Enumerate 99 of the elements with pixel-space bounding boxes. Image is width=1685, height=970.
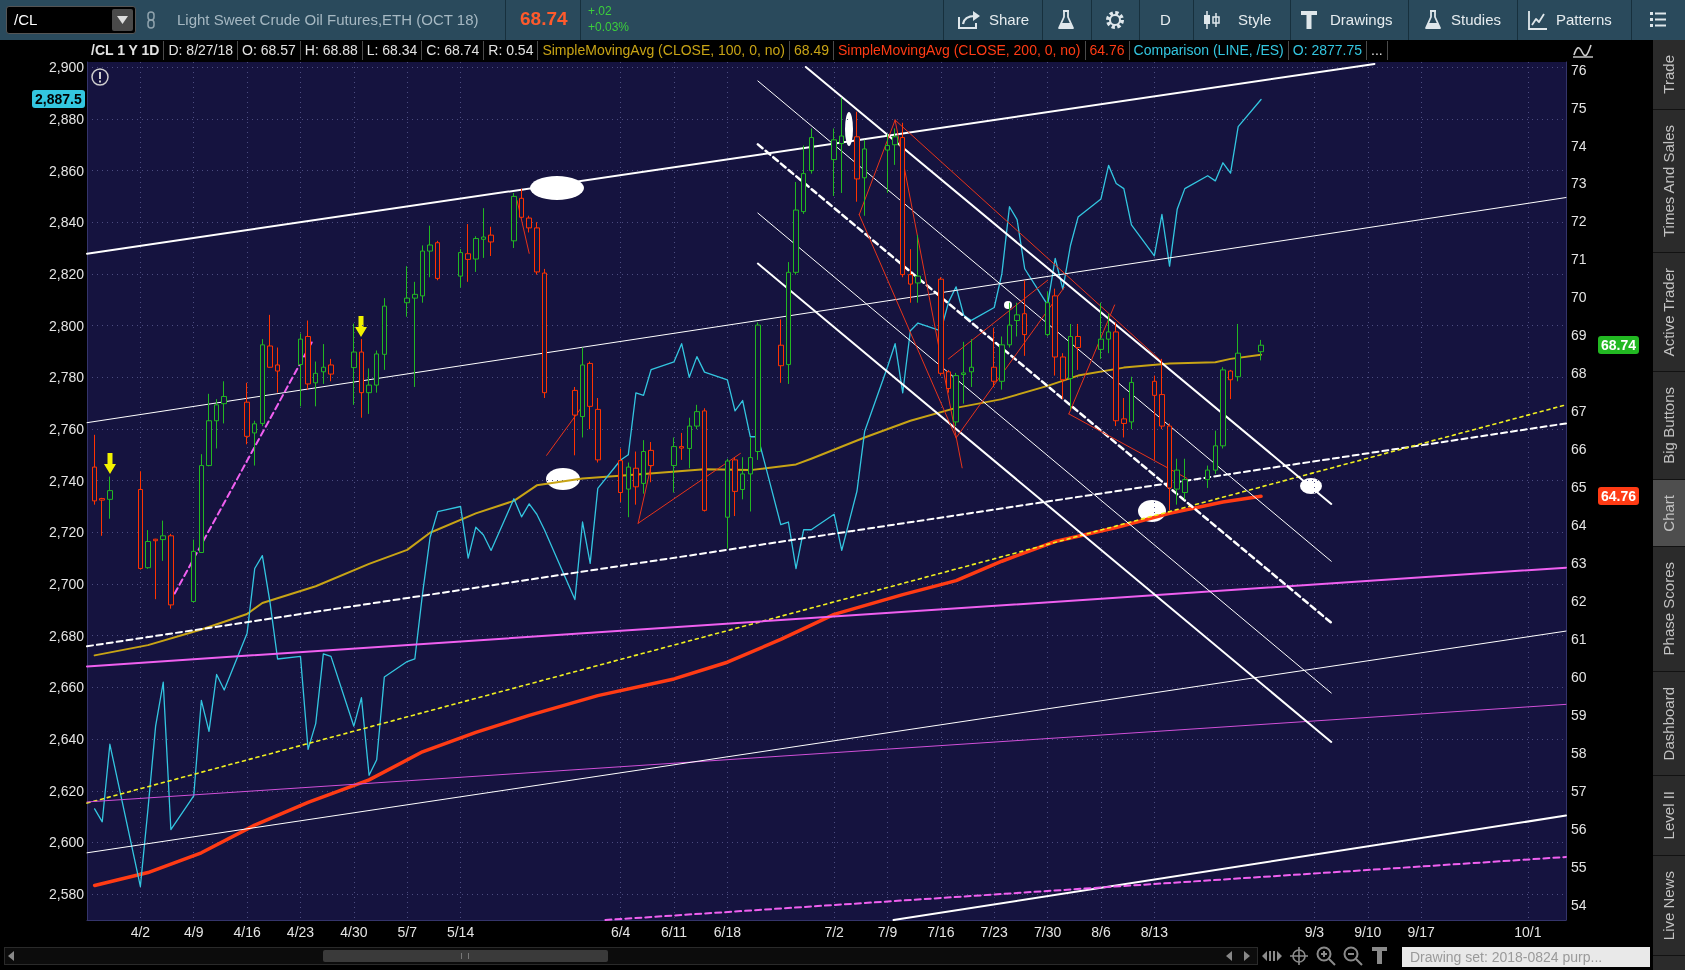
y-tick-label: 70 [1571,289,1587,306]
y-tick-label: 75 [1571,99,1587,116]
y-tick-label: 67 [1571,403,1587,420]
y-tick-label: 69 [1571,327,1587,344]
y-tick-label: 66 [1571,441,1587,458]
text: 68.74 [1598,336,1640,355]
x-tick-label: 4/9 [184,924,204,940]
x-tick-label: 7/16 [927,924,955,940]
text: Phase Scores [1660,562,1678,656]
x-tick-label: 9/10 [1354,924,1382,940]
x-tick-label: 7/23 [980,924,1009,940]
text: Share [989,11,1030,29]
y-tick-label: 68 [1571,365,1587,382]
y2-tick-label: 2,660 [48,679,85,696]
text: /CL [14,11,38,29]
text: +0.03% [588,19,630,35]
text: Big Buttons [1660,387,1678,464]
text: Chart [1660,494,1678,532]
text: Trade [1660,55,1678,94]
y2-tick-label: 2,600 [48,834,85,851]
text: /CL 1 Y 1D [87,41,165,60]
text: SimpleMovingAvg (CLOSE, 100, 0, no) [538,41,790,60]
text: 64.76 [1085,41,1130,60]
text: Comparison (LINE, /ES) [1129,41,1289,60]
y2-tick-label: 2,820 [48,265,85,282]
text: Active Trader [1660,267,1678,357]
y2-tick-label: 2,900 [48,59,85,76]
text: Times And Sales [1660,124,1678,237]
y-tick-label: 60 [1571,669,1587,686]
y-tick-label: 65 [1571,479,1587,496]
y-tick-label: 63 [1571,555,1587,572]
x-tick-label: 4/2 [130,924,151,940]
x-tick-label: 4/30 [340,924,368,940]
x-tick-label: 7/2 [824,924,845,940]
text: +.02 [588,3,612,19]
x-tick-label: 6/18 [713,924,742,940]
y2-tick-label: 2,860 [48,162,85,179]
text: Dashboard [1660,686,1678,761]
x-tick-label: 10/1 [1514,924,1542,940]
text: C: 68.74 [422,41,485,60]
text: Drawings [1330,11,1393,29]
text: SimpleMovingAvg (CLOSE, 200, 0, no) [834,41,1086,60]
text: 68.74 [520,8,568,29]
x-tick-label: 8/6 [1091,924,1111,940]
x-tick-label: 7/30 [1033,924,1062,940]
text: R: 0.54 [484,41,539,60]
text: H: 68.88 [300,41,363,60]
y-tick-label: 57 [1571,782,1587,799]
y2-tick-label: 2,880 [48,110,85,127]
x-tick-label: 9/3 [1304,924,1325,940]
text: 68.49 [789,41,834,60]
y-tick-label: 76 [1571,61,1587,78]
y-tick-label: 73 [1571,175,1587,192]
y2-tick-label: 2,800 [48,317,85,334]
y2-tick-label: 2,580 [48,886,85,903]
y2-tick-label: 2,780 [48,369,85,386]
text: L: 68.34 [362,41,423,60]
y-tick-label: 59 [1571,706,1587,723]
x-tick-label: 6/11 [660,924,688,940]
text: ... [1367,41,1388,60]
text: 2,887.5 [32,90,85,109]
x-tick-label: 6/4 [610,924,631,940]
text: D [1160,11,1171,29]
y2-tick-label: 2,840 [48,214,85,231]
y-tick-label: 55 [1571,858,1587,875]
y-tick-label: 56 [1571,820,1587,837]
x-tick-label: 9/17 [1407,924,1435,940]
text: Studies [1451,11,1502,29]
chart-title: Light Sweet Crude Oil Futures,ETH (OCT 18) [177,11,479,29]
text: O: 2877.75 [1288,41,1368,60]
y2-tick-label: 2,700 [48,576,85,593]
y-tick-label: 61 [1571,631,1587,648]
y-tick-label: 54 [1571,896,1587,913]
text: Level II [1660,791,1678,840]
y2-tick-label: 2,760 [48,420,85,437]
x-tick-label: 8/13 [1140,924,1169,940]
text: Patterns [1556,11,1612,29]
y-tick-label: 62 [1571,593,1587,610]
y2-tick-label: 2,640 [48,731,85,748]
x-tick-label: 5/7 [397,924,418,940]
y2-tick-label: 2,680 [48,627,85,644]
x-tick-label: 5/14 [446,924,475,940]
y-tick-label: 72 [1571,213,1587,230]
y-tick-label: 64 [1571,517,1587,534]
y2-tick-label: 2,720 [48,524,85,541]
text: Live News [1660,870,1678,940]
y2-tick-label: 2,740 [48,472,85,489]
text: Style [1238,11,1272,29]
text: O: 68.57 [238,41,301,60]
x-tick-label: 4/23 [286,924,315,940]
y2-tick-label: 2,620 [48,782,85,799]
y-tick-label: 58 [1571,744,1587,761]
y-tick-label: 74 [1571,137,1587,154]
text: Drawing set: 2018-0824 purp... [1402,947,1650,967]
x-tick-label: 4/16 [233,924,261,940]
y-tick-label: 71 [1571,251,1587,268]
text: 64.76 [1598,487,1640,506]
x-tick-label: 7/9 [877,924,898,940]
text: D: 8/27/18 [164,41,239,60]
